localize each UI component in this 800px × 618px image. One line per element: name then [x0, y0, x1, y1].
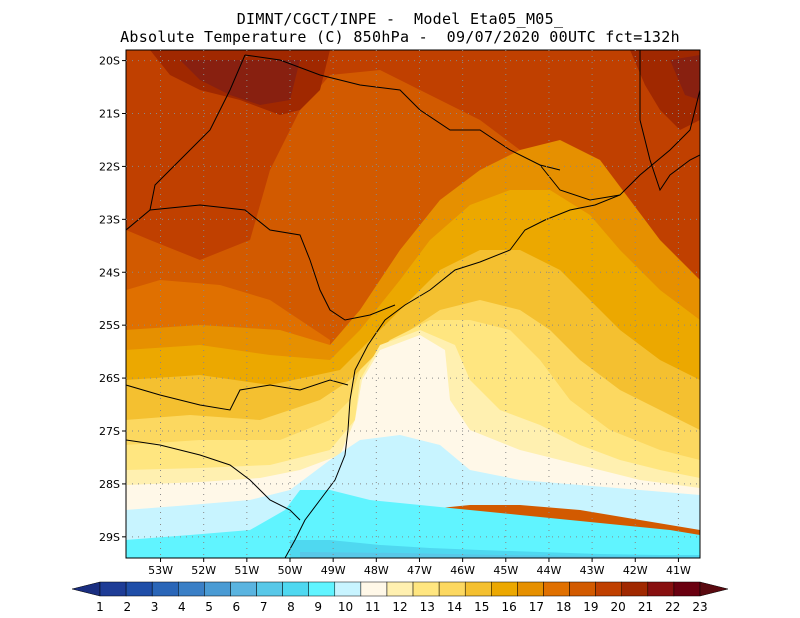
lon-label: 49W [321, 564, 346, 577]
field-9-10 [126, 435, 700, 545]
lon-label: 42W [623, 564, 648, 577]
colorbar-labels: 1 2 3 4 5 6 7 8 9 10 11 12 13 14 15 16 17 18 19 20 21 22 23 [96, 600, 707, 614]
longitude-labels: 53W 52W 51W 50W 49W 48W 47W 46W 45W 44W 43W 42W 41W [148, 564, 691, 577]
colorbar-swatch [412, 581, 440, 597]
colorbar-swatch [438, 581, 466, 597]
lon-label: 48W [364, 564, 389, 577]
state-border-sc-rs [126, 439, 301, 521]
colorbar-swatch [151, 581, 179, 597]
lat-label: 24S [99, 266, 120, 279]
state-border-pr-sp [126, 204, 396, 321]
colorbar-swatch [517, 581, 544, 597]
colorbar-label: 22 [665, 600, 680, 614]
lon-label: 51W [234, 564, 259, 577]
lon-label: 44W [537, 564, 562, 577]
state-border-mg-sp [244, 54, 561, 171]
colorbar-label: 8 [287, 600, 295, 614]
colorbar-swatch [543, 581, 570, 597]
colorbar-label: 9 [314, 600, 322, 614]
lon-label: 52W [191, 564, 216, 577]
colorbar-label: 15 [474, 600, 489, 614]
colorbar-swatch [334, 581, 362, 597]
colorbar-swatch [673, 581, 701, 597]
state-border-rj-sp [539, 164, 621, 201]
colorbar-label: 6 [233, 600, 241, 614]
colorbar-label: 1 [96, 600, 104, 614]
colorbar-swatch [282, 581, 309, 597]
lon-label: 43W [580, 564, 605, 577]
lon-label: 47W [407, 564, 432, 577]
field-15-16 [126, 190, 700, 400]
colorbar-label: 21 [638, 600, 653, 614]
colorbar-label: 2 [123, 600, 131, 614]
colorbar-label: 18 [556, 600, 571, 614]
lat-label: 25S [99, 319, 120, 332]
lat-label: 21S [99, 108, 120, 121]
lat-label: 26S [99, 372, 120, 385]
colorbar-label: 7 [260, 600, 268, 614]
colorbar-swatch [621, 581, 649, 597]
colorbar-label: 19 [583, 600, 598, 614]
chart-title-line1: DIMNT/CGCT/INPE - Model Eta05_M05_ [236, 10, 564, 28]
map-frame [125, 49, 701, 559]
colorbar-label: 3 [151, 600, 159, 614]
chart-title-line2: Absolute Temperature (C) 850hPa - 09/07/… [120, 28, 680, 46]
colorbar-swatch [491, 581, 518, 597]
colorbar-label: 17 [529, 600, 544, 614]
colorbar-swatch [569, 581, 596, 597]
colorbar-label: 10 [338, 600, 353, 614]
colorbar-label: 4 [178, 600, 186, 614]
latitude-labels: 20S 21S 22S 23S 24S 25S 26S 27S 28S 29S [99, 55, 120, 544]
colorbar-swatch [647, 581, 675, 597]
colorbar-label: 20 [611, 600, 626, 614]
colorbar-swatch [256, 581, 283, 597]
field-6-7 [300, 552, 700, 558]
colorbar-swatch [178, 581, 205, 597]
temperature-field [126, 50, 700, 558]
colorbar-label: 12 [392, 600, 407, 614]
state-border-pr-sc [126, 379, 349, 411]
field-8-9 [126, 490, 700, 558]
field-21-22-west [180, 60, 300, 105]
lat-label: 28S [99, 478, 120, 491]
colorbar-swatch [464, 581, 492, 597]
colorbar-label: 5 [205, 600, 213, 614]
lon-label: 41W [666, 564, 691, 577]
colorbar-label: 11 [365, 600, 380, 614]
lat-label: 27S [99, 425, 120, 438]
colorbar-label: 13 [420, 600, 435, 614]
coastline-and-borders [126, 50, 700, 558]
colorbar-swatch [125, 581, 153, 597]
state-border-ms-sp [149, 54, 246, 211]
colorbar-label: 16 [501, 600, 516, 614]
lon-label: 50W [278, 564, 303, 577]
lon-label: 46W [450, 564, 475, 577]
colorbar-high-arrow [699, 581, 729, 597]
lat-label: 22S [99, 160, 120, 173]
axis-ticks [122, 60, 679, 562]
colorbar-swatch [386, 581, 414, 597]
lon-label: 45W [493, 564, 518, 577]
state-border-mg-rj [639, 50, 700, 192]
lat-label: 29S [99, 531, 120, 544]
colorbar-label: 23 [692, 600, 707, 614]
colorbar [71, 581, 729, 597]
lat-label: 23S [99, 213, 120, 226]
colorbar-swatch [99, 581, 127, 597]
lat-label: 20S [99, 55, 120, 68]
colorbar-swatch [308, 581, 336, 597]
colorbar-swatch [360, 581, 388, 597]
lon-label: 53W [148, 564, 173, 577]
colorbar-label: 14 [447, 600, 462, 614]
graticule [126, 50, 700, 558]
field-10-11 [126, 335, 700, 520]
field-21-22-east [670, 55, 700, 100]
colorbar-low-arrow [71, 581, 101, 597]
colorbar-swatch [230, 581, 257, 597]
colorbar-swatch [595, 581, 622, 597]
colorbar-swatch [204, 581, 231, 597]
